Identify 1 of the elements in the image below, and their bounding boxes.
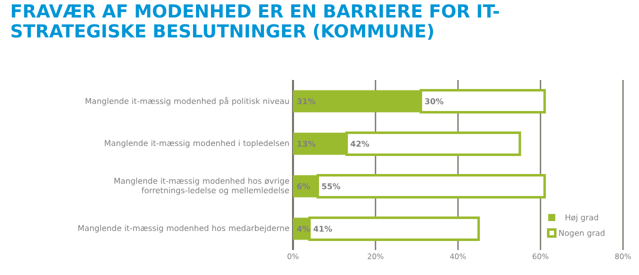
chart-title: FRAVÆR AF MODENHED ER EN BARRIERE FOR IT-STRATEGISKE BESLUTNINGER (KOMMUNE) — [11, 4, 499, 40]
